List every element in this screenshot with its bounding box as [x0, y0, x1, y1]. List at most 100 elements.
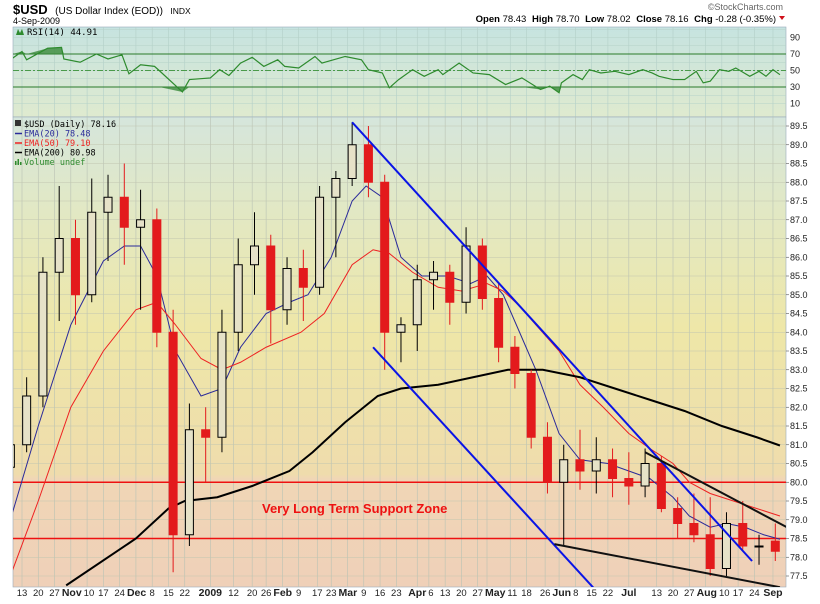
y-tick-label: 85.5 — [790, 271, 808, 281]
candle — [315, 186, 325, 295]
instrument-name: (US Dollar Index (EOD)) — [55, 6, 163, 17]
rsi-tick-label: 30 — [790, 82, 800, 92]
black-trendline — [554, 543, 781, 587]
x-tick-label: 17 — [312, 588, 323, 599]
candle — [738, 501, 748, 550]
candle — [494, 283, 504, 363]
x-tick-label: Apr — [408, 587, 426, 599]
candle-body — [38, 271, 48, 397]
x-tick-label: 12 — [228, 588, 239, 599]
low-label: Low — [585, 14, 605, 25]
rsi-tick-label: 50 — [790, 66, 800, 76]
candle — [396, 317, 406, 363]
x-tick-label: 10 — [84, 588, 95, 599]
candle — [250, 212, 259, 295]
candle-body — [575, 459, 585, 472]
candle — [87, 178, 97, 303]
y-tick-label: 78.0 — [790, 552, 808, 562]
close-value: 78.16 — [665, 14, 689, 25]
y-tick-label: 87.0 — [790, 215, 808, 225]
candle-body — [608, 459, 618, 479]
y-tick-label: 80.5 — [790, 459, 808, 469]
candle — [298, 249, 308, 321]
candle-body — [656, 463, 666, 509]
exchange: INDX — [170, 6, 191, 16]
header-title: $USD (US Dollar Index (EOD)) INDX — [13, 1, 191, 18]
candle — [380, 174, 390, 370]
chart-date: 4-Sep-2009 — [13, 16, 60, 26]
candle — [510, 336, 520, 389]
candle-body — [70, 238, 80, 296]
candle-body — [640, 463, 650, 487]
x-tick-label: Dec — [127, 587, 146, 599]
x-tick-label: Nov — [62, 587, 82, 599]
y-tick-label: 84.5 — [790, 309, 808, 319]
y-tick-label: 89.0 — [790, 140, 808, 150]
candle-body — [266, 245, 276, 311]
x-tick-label: 15 — [163, 588, 174, 599]
x-tick-label: May — [485, 587, 506, 599]
candle — [363, 126, 373, 198]
rsi-reference-lines — [13, 53, 786, 88]
candles — [13, 122, 780, 576]
y-tick-label: 80.0 — [790, 477, 808, 487]
candle — [542, 422, 552, 494]
close-label: Close — [636, 14, 662, 25]
legend-ema50: EMA(50) 79.10 — [24, 139, 91, 149]
candle-body — [559, 459, 569, 483]
y-tick-label: 86.5 — [790, 234, 808, 244]
candle-body — [477, 245, 487, 299]
watermark: ©StockCharts.com — [708, 2, 783, 12]
price-axis: 89.5 89.0 88.5 88.0 87.5 87.0 86.5 86.0 85.5 85.0… — [786, 121, 808, 581]
candle — [136, 189, 146, 310]
x-tick-label: 27 — [472, 588, 483, 599]
candle — [201, 407, 211, 483]
candle — [282, 257, 292, 325]
candle-body — [87, 211, 97, 296]
y-tick-label: 78.5 — [790, 534, 808, 544]
candle-icon — [15, 120, 21, 126]
candle — [721, 512, 731, 576]
candle-body — [136, 219, 146, 228]
candle — [13, 444, 15, 468]
candle-body — [54, 238, 64, 273]
high-label: High — [532, 14, 553, 25]
y-tick-label: 87.5 — [790, 196, 808, 206]
rsi-tick-label: 90 — [790, 33, 800, 43]
candle-body — [770, 540, 780, 552]
candle — [559, 444, 569, 546]
high-value: 78.70 — [556, 14, 580, 25]
candle-body — [315, 196, 325, 288]
x-tick-label: 27 — [684, 588, 695, 599]
candle-body — [510, 346, 520, 374]
candle — [217, 309, 227, 453]
down-arrow-icon — [779, 16, 785, 20]
rsi-panel — [12, 26, 787, 118]
legend-price: $USD (Daily) 78.16 — [24, 120, 116, 130]
candle — [233, 238, 243, 351]
candle-body — [429, 271, 439, 281]
open-value: 78.43 — [503, 14, 527, 25]
y-tick-label: 81.5 — [790, 421, 808, 431]
candle — [575, 429, 585, 490]
candle — [168, 309, 178, 573]
candle — [331, 171, 341, 258]
x-tick-label: 15 — [586, 588, 597, 599]
rsi-tick-label: 70 — [790, 49, 800, 59]
rsi-line — [13, 46, 781, 94]
trendlines — [351, 121, 786, 587]
x-tick-label: 10 — [719, 588, 730, 599]
candle-body — [738, 523, 748, 547]
y-tick-label: 88.5 — [790, 159, 808, 169]
rsi-indicator-icon — [16, 29, 24, 35]
candle — [477, 238, 487, 310]
candle-body — [13, 444, 15, 468]
candle — [754, 534, 764, 565]
x-tick-label: Mar — [339, 587, 358, 599]
x-tick-label: 22 — [603, 588, 614, 599]
candle-body — [282, 268, 292, 311]
y-tick-label: 88.0 — [790, 177, 808, 187]
candle — [705, 497, 715, 576]
x-tick-label: 18 — [521, 588, 532, 599]
